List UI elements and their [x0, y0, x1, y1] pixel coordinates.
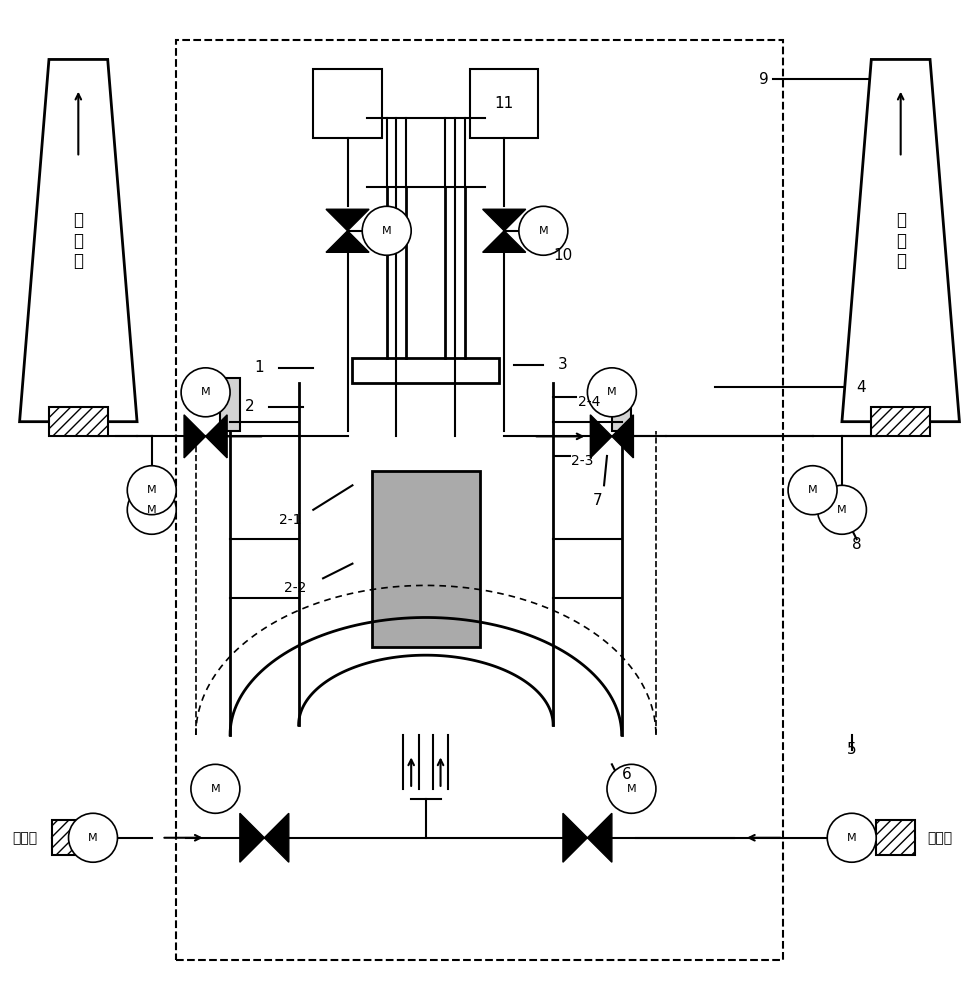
Text: M: M	[836, 505, 846, 515]
Circle shape	[127, 466, 176, 515]
Text: M: M	[200, 387, 210, 397]
Polygon shape	[562, 813, 587, 862]
Circle shape	[587, 368, 636, 417]
Text: 5: 5	[846, 742, 856, 757]
Text: 10: 10	[553, 248, 572, 263]
Polygon shape	[205, 415, 227, 458]
Text: M: M	[846, 833, 856, 843]
Polygon shape	[611, 415, 633, 458]
Text: M: M	[381, 226, 391, 236]
Polygon shape	[841, 59, 958, 422]
Circle shape	[362, 206, 411, 255]
Polygon shape	[264, 813, 289, 862]
Polygon shape	[482, 209, 525, 231]
Text: M: M	[147, 485, 156, 495]
Text: 8: 8	[851, 537, 861, 552]
Text: 9: 9	[758, 72, 768, 87]
Bar	[52, 820, 91, 855]
Bar	[313, 69, 381, 138]
Circle shape	[787, 466, 836, 515]
Circle shape	[606, 764, 655, 813]
Text: 1: 1	[254, 360, 264, 375]
Text: 冷空气: 冷空气	[12, 831, 37, 845]
Circle shape	[518, 206, 567, 255]
Bar	[372, 471, 479, 647]
Polygon shape	[184, 415, 205, 458]
Text: 热
空
气: 热 空 气	[895, 211, 905, 270]
Text: M: M	[606, 387, 616, 397]
Text: 3: 3	[557, 357, 567, 372]
Text: 冷空气: 冷空气	[926, 831, 952, 845]
Text: 2-1: 2-1	[279, 513, 301, 527]
Polygon shape	[20, 59, 137, 422]
Text: M: M	[210, 784, 220, 794]
Polygon shape	[587, 813, 611, 862]
Text: 热
空
气: 热 空 气	[73, 211, 83, 270]
Text: M: M	[88, 833, 98, 843]
Bar	[469, 69, 538, 138]
Text: 6: 6	[621, 767, 631, 782]
Text: 2-3: 2-3	[570, 454, 593, 468]
Bar	[220, 378, 240, 431]
Circle shape	[68, 813, 117, 862]
Polygon shape	[326, 231, 369, 252]
Polygon shape	[240, 813, 264, 862]
Text: M: M	[147, 505, 156, 515]
Bar	[176, 40, 782, 960]
Polygon shape	[482, 231, 525, 252]
Circle shape	[181, 368, 230, 417]
Bar	[611, 378, 631, 431]
Text: M: M	[626, 784, 636, 794]
Bar	[352, 358, 499, 383]
Circle shape	[191, 764, 240, 813]
Circle shape	[127, 485, 176, 534]
Circle shape	[817, 485, 866, 534]
Text: 2-4: 2-4	[577, 395, 600, 409]
Bar	[875, 820, 914, 855]
Text: M: M	[807, 485, 817, 495]
Text: 2: 2	[244, 399, 254, 414]
Text: M: M	[538, 226, 548, 236]
Text: 4: 4	[856, 380, 866, 395]
Text: 2-2: 2-2	[284, 581, 306, 595]
Polygon shape	[326, 209, 369, 231]
Text: 7: 7	[592, 493, 601, 508]
Circle shape	[826, 813, 875, 862]
Bar	[870, 407, 929, 436]
Text: 11: 11	[494, 96, 513, 111]
Polygon shape	[590, 415, 611, 458]
Bar	[49, 407, 108, 436]
